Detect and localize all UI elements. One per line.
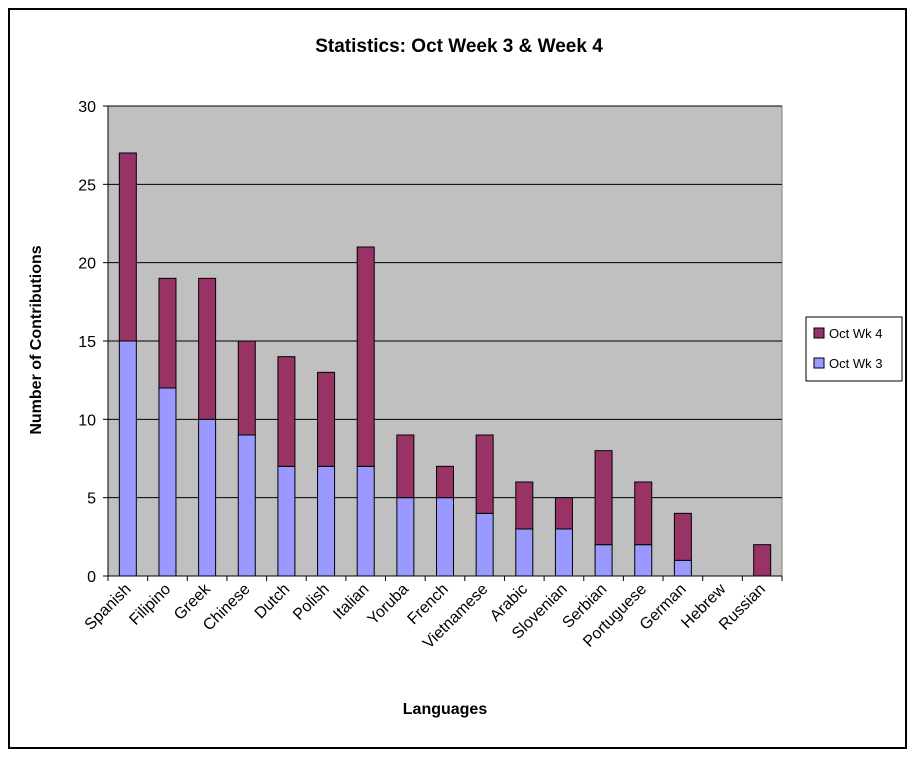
bar-wk3-italian — [356, 465, 375, 577]
legend-label-wk3: Oct Wk 3 — [829, 356, 882, 371]
bar-wk4-italian — [356, 246, 375, 467]
y-tick-label: 5 — [87, 491, 96, 508]
x-tick-label-dutch: Dutch — [252, 581, 294, 623]
y-tick-label: 25 — [78, 177, 96, 194]
x-tick-label-polish: Polish — [290, 581, 333, 624]
bar-wk3-yoruba — [396, 497, 415, 577]
bar-wk4-dutch — [277, 356, 296, 467]
bar-wk3-serbian — [594, 544, 613, 577]
y-tick-label: 15 — [78, 334, 96, 351]
bar-wk4-vietnamese — [475, 434, 494, 514]
y-tick-label: 30 — [78, 99, 96, 116]
bar-wk3-greek — [198, 418, 217, 577]
bar-wk4-arabic — [515, 481, 534, 530]
legend-label-wk4: Oct Wk 4 — [829, 326, 882, 341]
bar-wk4-yoruba — [396, 434, 415, 499]
bar-wk4-portuguese — [634, 481, 653, 546]
bar-wk4-serbian — [594, 450, 613, 546]
bar-wk4-chinese — [237, 340, 256, 436]
bar-wk4-polish — [317, 371, 336, 467]
x-tick-label-spanish: Spanish — [82, 581, 135, 634]
bar-wk4-german — [673, 512, 692, 561]
bar-wk3-vietnamese — [475, 512, 494, 577]
bar-wk3-polish — [317, 465, 336, 577]
bar-wk3-spanish — [118, 340, 137, 577]
bar-wk3-chinese — [237, 434, 256, 577]
chart-title: Statistics: Oct Week 3 & Week 4 — [315, 36, 603, 57]
bar-wk4-spanish — [118, 152, 137, 342]
bar-wk3-arabic — [515, 528, 534, 577]
x-tick-label-yoruba: Yoruba — [365, 581, 413, 629]
bar-wk4-french — [436, 465, 454, 499]
y-tick-label: 10 — [78, 412, 96, 429]
bar-wk3-french — [436, 497, 454, 577]
bar-wk3-filipino — [158, 387, 177, 577]
y-tick-label: 0 — [87, 569, 96, 586]
bar-wk3-slovenian — [554, 528, 573, 577]
bar-wk4-slovenian — [554, 497, 573, 530]
bar-wk4-russian — [753, 544, 772, 577]
legend: Oct Wk 4 Oct Wk 3 — [805, 316, 903, 382]
bar-wk4-greek — [198, 277, 217, 420]
bar-wk3-german — [673, 559, 692, 577]
bar-wk4-filipino — [158, 277, 177, 389]
bar-wk3-portuguese — [634, 544, 653, 577]
y-tick-label: 20 — [78, 256, 96, 273]
plot-area: 051015202530SpanishFilipinoGreekChineseD… — [78, 99, 783, 652]
bar-wk3-dutch — [277, 465, 296, 577]
x-axis-title: Languages — [403, 701, 488, 718]
x-tick-label-filipino: Filipino — [126, 581, 174, 629]
y-axis-title: Number of Contributions — [28, 245, 45, 434]
legend-swatch-wk3 — [813, 357, 825, 369]
legend-swatch-wk4 — [813, 327, 825, 339]
